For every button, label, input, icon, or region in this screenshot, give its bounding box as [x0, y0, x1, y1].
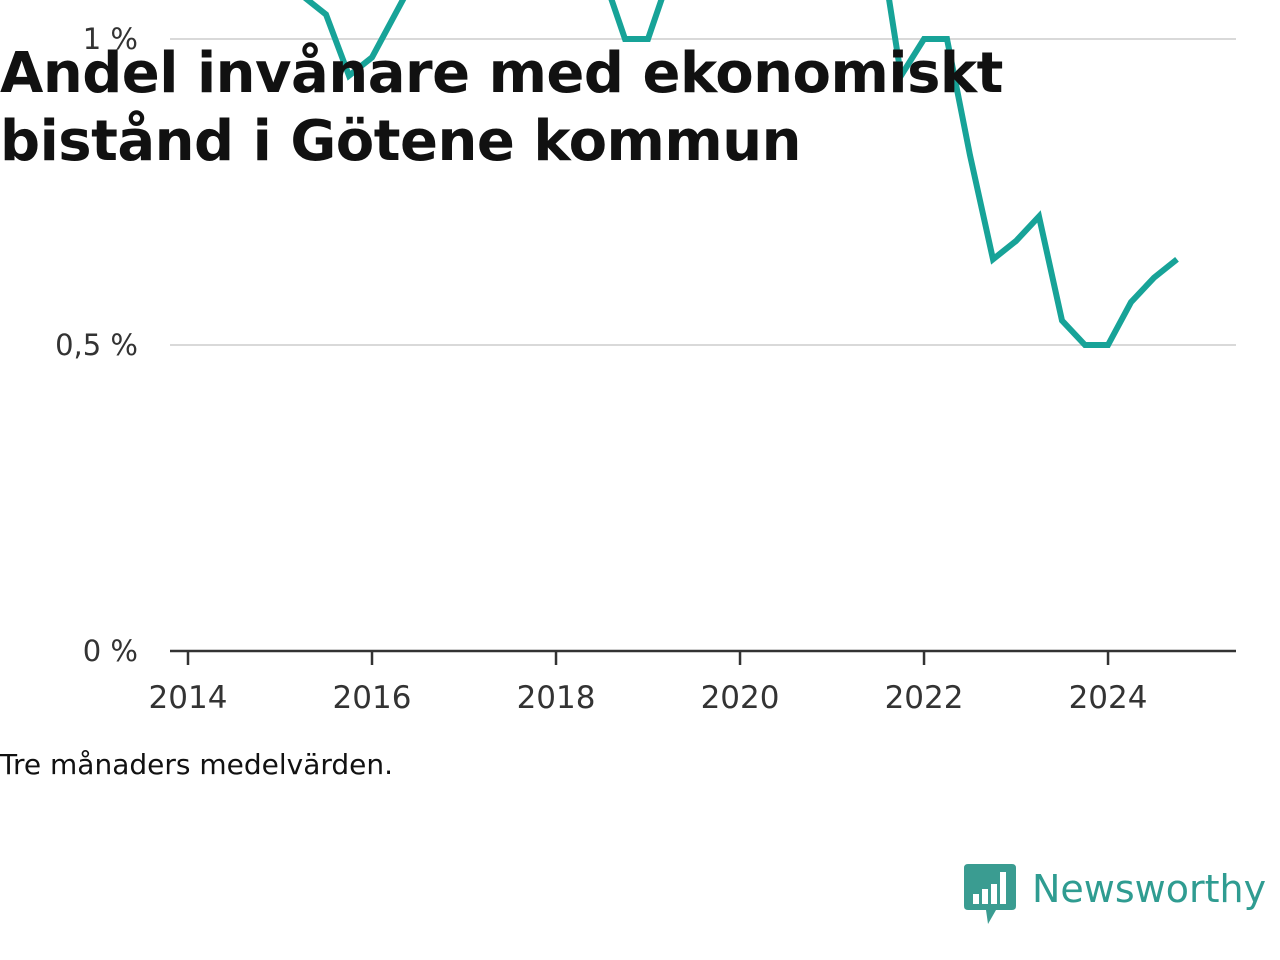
data-point [1128, 299, 1134, 305]
chart-title: Andel invånare med ekonomiskt bistånd i … [0, 41, 1003, 174]
x-tick-label: 2018 [517, 680, 596, 716]
data-point [323, 12, 329, 18]
data-point [1105, 342, 1111, 348]
chart-caption: Tre månaders medelvärden. [0, 748, 394, 781]
grid-lines [170, 38, 1236, 346]
x-axis: 2014 2016 2018 2020 2022 2024 [149, 649, 1236, 716]
data-point [1082, 342, 1088, 348]
brand-name: Newsworthy [1032, 867, 1267, 911]
data-point [1036, 213, 1042, 219]
newsworthy-logo-icon [964, 864, 1016, 924]
data-point [990, 256, 996, 262]
data-point [1174, 256, 1180, 262]
y-tick-label: 0 % [83, 634, 138, 668]
x-tick-label: 2020 [701, 680, 780, 716]
x-tick-label: 2022 [885, 680, 964, 716]
y-tick-label: 1 % [83, 22, 138, 56]
data-point [392, 12, 398, 18]
x-tick-label: 2024 [1069, 680, 1148, 716]
series [302, 0, 1180, 348]
y-tick-label: 0,5 % [55, 328, 138, 362]
data-point [1013, 238, 1019, 244]
newsworthy-brand: Newsworthy [964, 864, 1266, 926]
x-tick-label: 2014 [149, 680, 228, 716]
series-line [302, 0, 1179, 348]
data-point [1059, 318, 1065, 324]
y-axis: 0 % 0,5 % 1 % [55, 22, 138, 668]
x-tick-label: 2016 [333, 680, 412, 716]
data-point [1151, 275, 1157, 281]
